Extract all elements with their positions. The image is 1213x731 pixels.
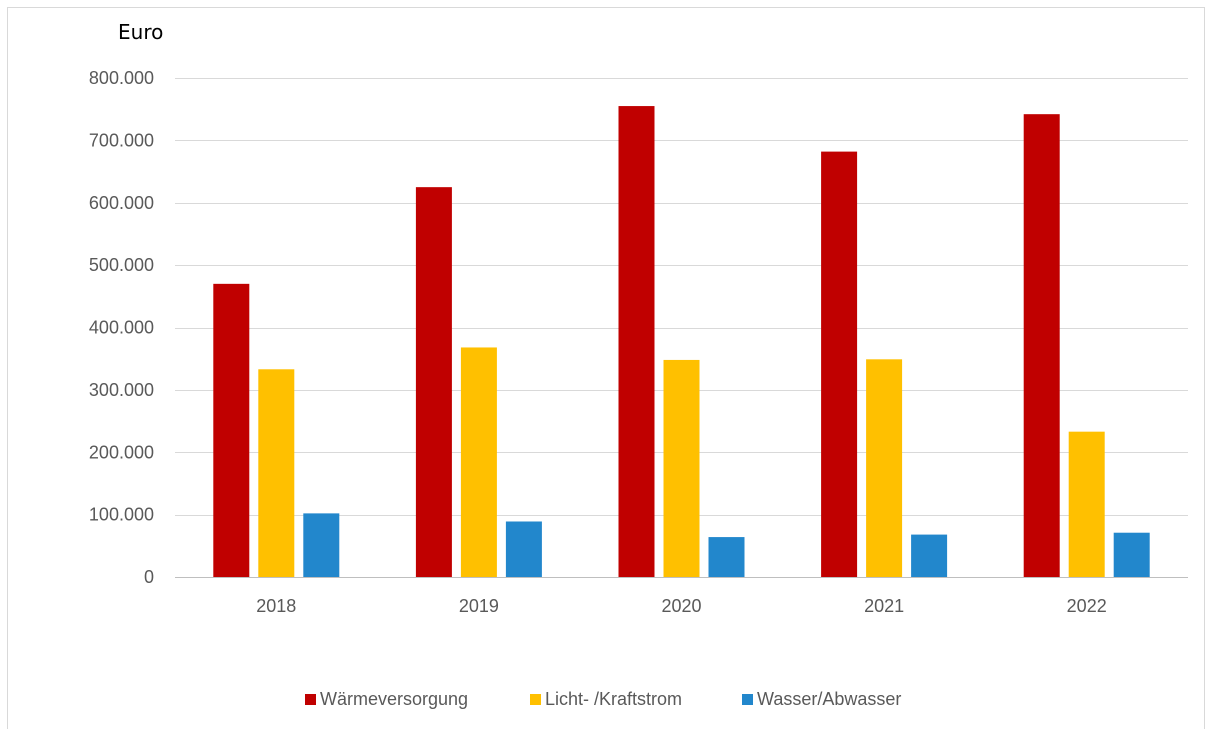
y-tick-label: 600.000 [89,193,154,213]
bar [708,537,745,577]
bar [213,283,250,577]
chart-frame [7,7,1205,729]
legend-label: Licht- /Kraftstrom [545,689,682,709]
bar [460,347,497,577]
x-tick-label: 2020 [661,596,701,616]
y-tick-label: 400.000 [89,318,154,338]
bar [258,369,295,577]
x-tick-label: 2021 [864,596,904,616]
bar [663,359,700,577]
y-tick-label: 0 [144,567,154,587]
y-axis-unit-label: Euro [118,20,163,44]
bar [821,151,858,578]
bar [415,187,452,577]
legend-swatch [742,694,753,705]
bar [911,534,948,577]
legend-swatch [305,694,316,705]
y-tick-label: 500.000 [89,255,154,275]
y-axis-tick-labels: 0 100.000 200.000 300.000 400.000 500.000 600.… [89,68,154,587]
x-tick-label: 2022 [1067,596,1107,616]
bar [505,521,542,577]
legend-label: Wasser/Abwasser [757,689,901,709]
legend: Wärmeversorgung Licht- /Kraftstrom Wasser/… [305,689,901,709]
x-tick-label: 2019 [459,596,499,616]
y-tick-label: 300.000 [89,380,154,400]
bars [213,106,1150,578]
bar [1068,431,1105,577]
bar [866,359,903,577]
x-axis-tick-labels: 2018 2019 2020 2021 2022 [256,596,1106,616]
legend-label: Wärmeversorgung [320,689,468,709]
y-tick-label: 100.000 [89,505,154,525]
y-tick-label: 800.000 [89,68,154,88]
bar [1113,532,1150,577]
legend-swatch [530,694,541,705]
y-tick-label: 700.000 [89,130,154,150]
bar [1023,114,1060,578]
bar [303,513,340,577]
y-tick-label: 200.000 [89,442,154,462]
x-tick-label: 2018 [256,596,296,616]
bar [618,106,655,577]
